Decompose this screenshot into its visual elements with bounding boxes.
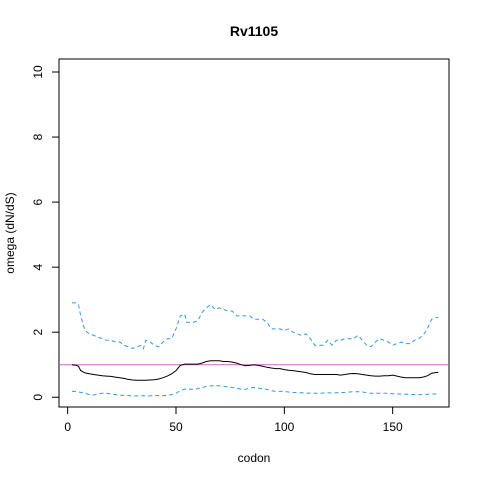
plot-frame [58,58,450,408]
y-tick-label: 6 [31,198,45,205]
x-tick-label: 50 [169,420,183,434]
x-axis: 0 50 100 150 [64,407,403,434]
y-tick-label: 4 [31,263,45,270]
y-tick-label: 10 [31,65,45,79]
y-axis: 0 2 4 6 8 10 [31,65,59,401]
series-lower-ci [72,384,439,397]
chart-title: Rv1105 [230,23,278,39]
x-tick-label: 150 [383,420,403,434]
x-tick-label: 100 [274,420,294,434]
series-omega [71,360,439,381]
x-axis-label: codon [238,451,271,465]
y-tick-label: 0 [31,394,45,401]
y-tick-label: 8 [31,133,45,140]
plot-area [59,302,449,397]
y-axis-label: omega (dN/dS) [3,192,17,273]
x-tick-label: 0 [64,420,71,434]
y-tick-label: 2 [31,329,45,336]
series-upper-ci [72,302,439,350]
